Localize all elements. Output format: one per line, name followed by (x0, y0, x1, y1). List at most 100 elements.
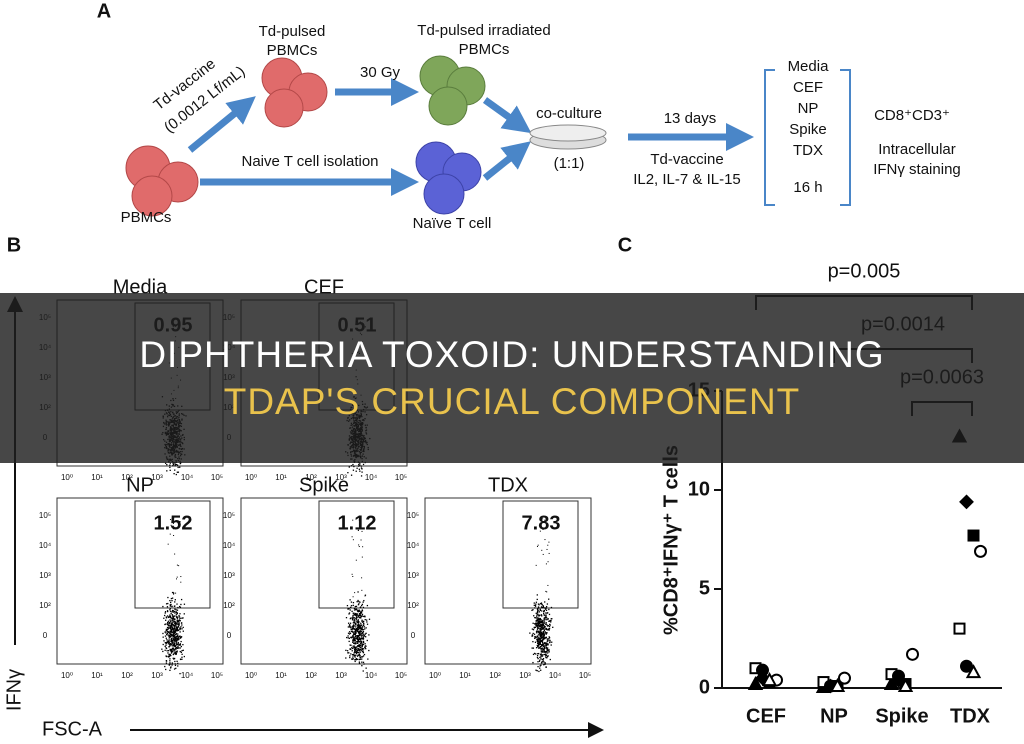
event (360, 656, 363, 658)
event (361, 627, 363, 629)
event (535, 601, 538, 603)
event (177, 642, 179, 644)
event (177, 466, 179, 469)
event (548, 648, 550, 651)
event (540, 669, 542, 671)
event (174, 645, 176, 647)
event (180, 651, 182, 653)
event (532, 622, 534, 624)
event (171, 628, 174, 630)
event (354, 630, 357, 633)
event (170, 630, 173, 633)
event (174, 660, 176, 663)
event (170, 652, 173, 654)
event (357, 604, 360, 606)
event (173, 593, 175, 595)
event (543, 620, 546, 622)
event (546, 612, 548, 614)
event (537, 621, 539, 623)
event (183, 613, 185, 615)
event (356, 636, 358, 639)
event (352, 631, 354, 634)
event (537, 652, 540, 655)
event (176, 471, 179, 473)
event (170, 628, 172, 631)
label: 10¹ (91, 671, 103, 680)
event (175, 628, 177, 630)
event (547, 625, 550, 627)
event (537, 608, 539, 610)
event (357, 625, 359, 627)
event (542, 627, 545, 629)
event (174, 622, 177, 625)
label: 0 (43, 631, 48, 640)
label: 10⁰ (61, 671, 73, 680)
gate (502, 500, 579, 609)
event (541, 636, 543, 638)
flow-plot (240, 497, 408, 665)
event (172, 637, 174, 639)
event (164, 631, 166, 633)
event (543, 617, 546, 619)
label: Td-vaccine (650, 151, 723, 168)
stimuli-bracket (764, 69, 851, 206)
event (539, 623, 541, 625)
event (545, 615, 547, 618)
event (351, 536, 353, 538)
event (353, 646, 355, 649)
event (178, 622, 181, 624)
event (540, 620, 542, 622)
event (350, 617, 352, 619)
label: Intracellular (878, 141, 956, 158)
event (176, 564, 178, 566)
event (353, 620, 355, 622)
event (535, 669, 537, 671)
event (362, 648, 364, 650)
event (350, 658, 353, 660)
event (534, 607, 536, 609)
event (351, 646, 353, 649)
event (166, 623, 169, 625)
event (355, 605, 358, 608)
event (347, 622, 350, 624)
banner-band (0, 293, 1024, 463)
label: 10⁵ (223, 511, 235, 520)
event (356, 655, 359, 657)
event (358, 544, 360, 546)
event (544, 637, 546, 639)
event (360, 617, 362, 619)
event (355, 637, 357, 639)
event (543, 610, 545, 612)
event (181, 650, 183, 652)
event (540, 631, 542, 633)
event (168, 640, 170, 642)
event (170, 639, 172, 641)
event (543, 653, 546, 656)
event (179, 628, 182, 630)
event (353, 640, 356, 642)
event (353, 619, 356, 621)
event (545, 646, 548, 648)
event (364, 618, 366, 621)
label: TDX (488, 474, 528, 496)
event (356, 616, 358, 618)
event (358, 645, 360, 647)
event (537, 610, 539, 612)
event (549, 624, 551, 626)
event (357, 620, 359, 622)
event (357, 465, 360, 467)
event (172, 621, 174, 623)
event (355, 649, 357, 651)
event (542, 638, 544, 641)
event (538, 632, 540, 634)
event (544, 618, 546, 621)
event (365, 648, 367, 650)
event (358, 617, 361, 619)
event (544, 628, 547, 630)
event (360, 475, 363, 477)
event (169, 469, 171, 471)
arrows (187, 78, 754, 196)
event (352, 617, 354, 619)
event (538, 604, 540, 606)
label: PBMCs (121, 209, 172, 226)
